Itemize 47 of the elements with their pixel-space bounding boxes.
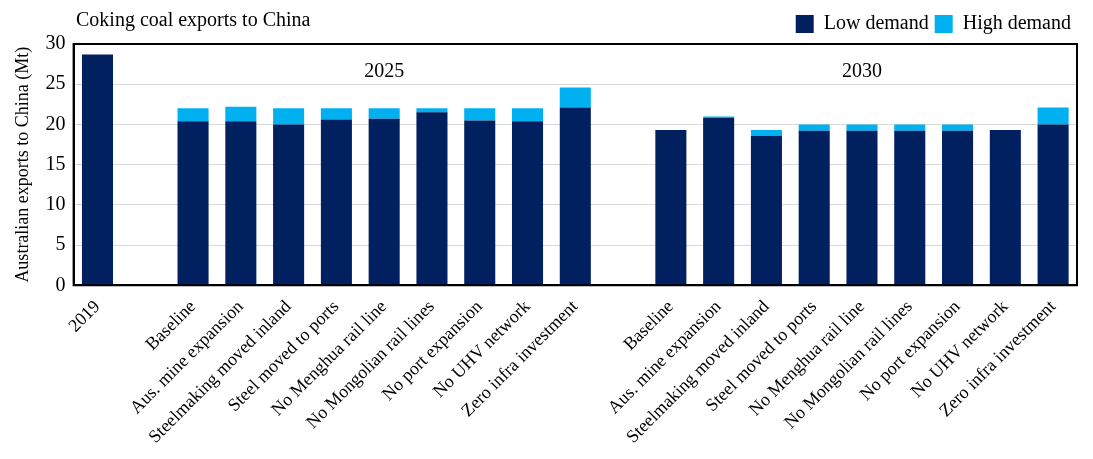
bar	[320, 108, 352, 120]
bar	[273, 124, 305, 285]
bar	[942, 130, 974, 285]
annotation: 2025	[364, 59, 405, 82]
y-tick-label: 15	[45, 151, 66, 174]
bar	[703, 117, 735, 285]
bar	[225, 106, 257, 122]
bar	[846, 124, 878, 131]
bar	[511, 108, 544, 122]
bar	[464, 108, 496, 121]
bar	[81, 54, 114, 285]
legend-label: Low demand	[823, 11, 929, 34]
bar	[511, 121, 544, 285]
bar	[177, 108, 209, 122]
y-axis-title: Australian exports to China (Mt)	[11, 46, 33, 283]
bar	[559, 87, 591, 108]
bar	[320, 119, 352, 285]
y-tick-label: 25	[45, 71, 66, 94]
bar	[225, 121, 257, 285]
bar	[750, 135, 782, 285]
bar	[894, 124, 926, 131]
bar	[1037, 107, 1069, 125]
y-tick-label: 0	[55, 272, 66, 295]
chart-title: Coking coal exports to China	[76, 8, 311, 31]
bar	[368, 118, 400, 285]
bar	[416, 112, 448, 285]
bar	[368, 108, 400, 119]
bar	[273, 108, 305, 125]
legend-label: High demand	[962, 11, 1071, 35]
bar	[798, 124, 830, 131]
bar	[750, 130, 782, 136]
y-tick-label: 10	[45, 192, 66, 215]
bar	[989, 130, 1021, 285]
bar	[894, 130, 926, 285]
bar	[798, 130, 830, 285]
bar	[464, 120, 496, 285]
y-tick-label: 20	[45, 111, 66, 134]
y-tick-label: 5	[55, 232, 66, 255]
annotation: 2030	[841, 59, 882, 82]
bar	[942, 124, 974, 131]
bar	[655, 130, 687, 285]
bar	[846, 130, 878, 285]
bar	[1037, 124, 1069, 285]
bar	[416, 108, 448, 113]
y-tick-label: 30	[45, 31, 66, 54]
bar	[177, 121, 209, 285]
bar	[559, 107, 591, 285]
